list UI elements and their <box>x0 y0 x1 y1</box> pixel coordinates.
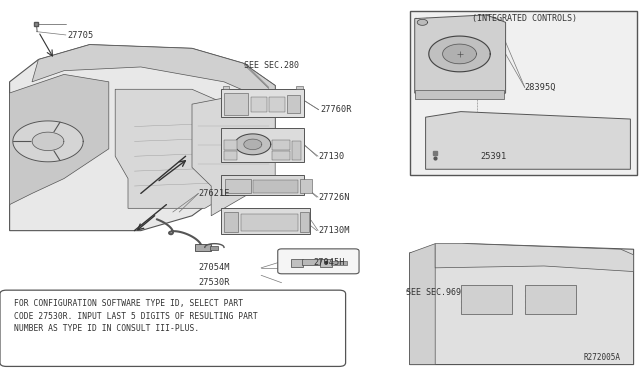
Bar <box>253 180 298 193</box>
Bar <box>221 208 310 234</box>
Bar <box>195 244 211 251</box>
Polygon shape <box>429 36 490 72</box>
Bar <box>221 89 304 117</box>
Polygon shape <box>235 134 271 155</box>
Bar <box>292 141 301 160</box>
Text: 27760R: 27760R <box>320 105 351 114</box>
Bar <box>320 259 332 267</box>
Text: 27705: 27705 <box>67 31 93 40</box>
Polygon shape <box>415 15 506 99</box>
Polygon shape <box>192 97 275 216</box>
Bar <box>296 86 303 89</box>
Bar <box>331 261 347 265</box>
Polygon shape <box>426 112 630 169</box>
Bar <box>269 97 285 112</box>
Bar <box>224 93 248 115</box>
Text: R272005A: R272005A <box>584 353 621 362</box>
Bar <box>210 246 218 250</box>
Polygon shape <box>32 45 275 104</box>
Text: SEE SEC.969: SEE SEC.969 <box>406 288 461 296</box>
Text: 28395Q: 28395Q <box>525 83 556 92</box>
Polygon shape <box>13 121 83 162</box>
Polygon shape <box>32 132 64 151</box>
Polygon shape <box>10 45 275 231</box>
Polygon shape <box>115 89 243 208</box>
Bar <box>223 86 229 89</box>
Bar <box>224 151 237 160</box>
Bar <box>225 179 251 193</box>
Bar <box>224 140 237 150</box>
Text: 27054M: 27054M <box>198 263 230 272</box>
Text: 27621E: 27621E <box>198 189 230 198</box>
Bar <box>287 95 300 113</box>
Text: 25391: 25391 <box>480 152 506 161</box>
Polygon shape <box>435 244 634 272</box>
Bar <box>410 11 637 175</box>
Bar <box>272 140 290 150</box>
FancyBboxPatch shape <box>0 290 346 366</box>
Bar <box>300 179 312 193</box>
Text: 27130M: 27130M <box>318 226 349 235</box>
Polygon shape <box>410 244 435 365</box>
Bar <box>224 212 238 232</box>
Bar <box>302 259 321 265</box>
Polygon shape <box>410 244 634 365</box>
Text: (INTEGRATED CONTROLS): (INTEGRATED CONTROLS) <box>472 14 577 23</box>
Polygon shape <box>443 44 476 64</box>
Bar <box>291 259 303 267</box>
Bar <box>272 151 290 160</box>
Bar <box>221 175 304 195</box>
Bar <box>415 90 504 99</box>
Bar <box>251 97 267 112</box>
Bar <box>241 214 298 231</box>
Bar <box>525 285 576 314</box>
Bar <box>300 212 309 232</box>
FancyBboxPatch shape <box>278 249 359 274</box>
Polygon shape <box>244 139 262 150</box>
Bar <box>461 285 512 314</box>
Text: 27130: 27130 <box>318 152 344 161</box>
Bar <box>221 128 304 162</box>
Polygon shape <box>10 74 109 205</box>
Text: FOR CONFIGURATION SOFTWARE TYPE ID, SELECT PART
CODE 27530R. INPUT LAST 5 DIGITS: FOR CONFIGURATION SOFTWARE TYPE ID, SELE… <box>14 299 258 333</box>
Text: 27045H: 27045H <box>314 258 345 267</box>
Polygon shape <box>417 19 428 25</box>
Text: SEE SEC.280: SEE SEC.280 <box>244 61 300 70</box>
Text: 27530R: 27530R <box>198 278 230 287</box>
Text: 27726N: 27726N <box>318 193 349 202</box>
